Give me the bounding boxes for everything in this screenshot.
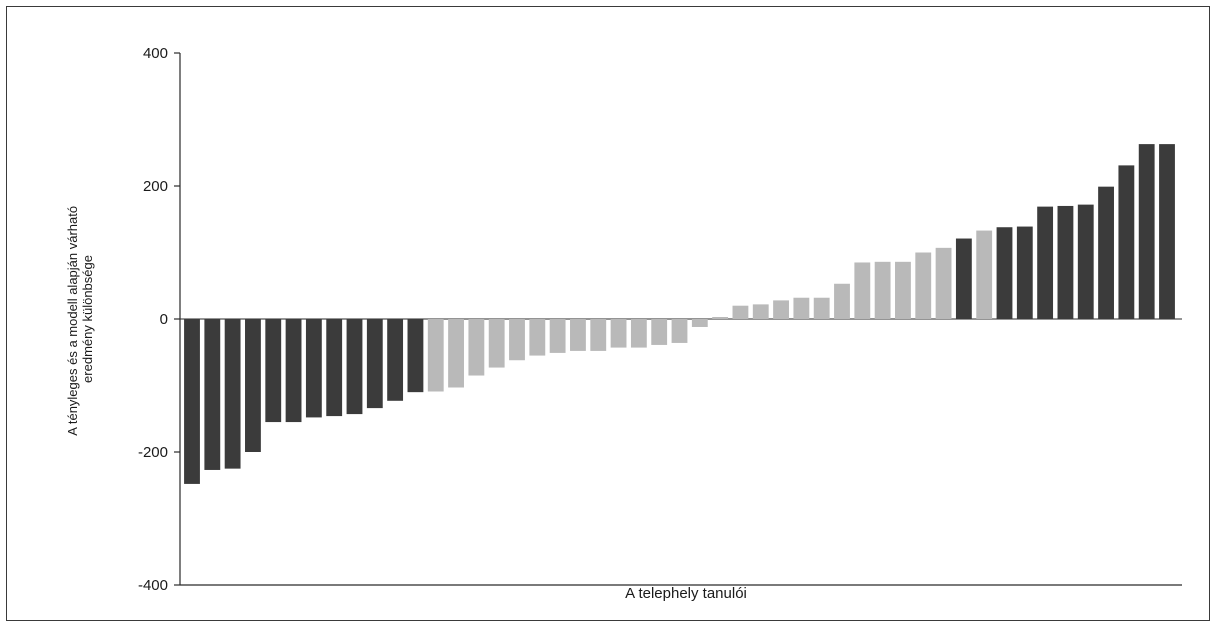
bar (915, 252, 932, 319)
bar (834, 283, 850, 319)
bar (813, 297, 830, 319)
bar (468, 319, 485, 376)
bar (285, 319, 302, 423)
bar (732, 305, 749, 319)
bar (610, 319, 627, 348)
bar (712, 317, 729, 319)
bar (305, 319, 322, 418)
bar (529, 319, 546, 356)
bar (651, 319, 668, 345)
bar (955, 238, 972, 319)
bar (570, 319, 586, 351)
bar (752, 304, 769, 319)
bar (1098, 186, 1114, 319)
bar (1159, 144, 1175, 319)
bar (326, 319, 343, 417)
bars-group (184, 144, 1175, 484)
bar (488, 319, 505, 368)
y-axis-title-line-1: A tényleges és a modell alapján várható (65, 206, 80, 436)
bar (895, 261, 911, 319)
y-axis-title: A tényleges és a modell alapján várható … (65, 202, 95, 435)
bar (509, 319, 525, 361)
y-tick-label: -400 (138, 577, 168, 594)
y-ticks: 400 200 0 -200 -400 (138, 45, 180, 594)
bar (590, 319, 607, 351)
bar (184, 319, 200, 484)
bar (427, 319, 444, 392)
bar (874, 261, 891, 319)
bar (691, 319, 708, 327)
y-tick-label: 0 (160, 311, 168, 328)
bar (224, 319, 241, 469)
bar (854, 262, 871, 319)
bar (407, 319, 424, 393)
bar (793, 297, 810, 319)
bar (346, 319, 363, 415)
bar (1057, 205, 1074, 319)
bar (1077, 204, 1094, 319)
bar (204, 319, 221, 470)
bar (265, 319, 282, 423)
bar (935, 247, 952, 319)
y-tick-label: 400 (143, 45, 168, 62)
bar (387, 319, 404, 401)
bar (1118, 165, 1135, 319)
y-axis-title-line-2: eredmény különbsége (80, 255, 95, 383)
bar (996, 227, 1013, 319)
y-tick-label: 200 (143, 178, 168, 195)
bar (549, 319, 566, 353)
bar (671, 319, 688, 343)
x-axis-title: A telephely tanulói (625, 585, 747, 602)
bar (245, 319, 261, 452)
y-tick-label: -200 (138, 444, 168, 461)
bar (773, 300, 789, 319)
bar (1037, 206, 1054, 319)
bar (1138, 144, 1155, 319)
bar (976, 230, 993, 319)
bar (1016, 226, 1033, 319)
bar (630, 319, 647, 348)
bar (448, 319, 464, 388)
bar (366, 319, 383, 409)
